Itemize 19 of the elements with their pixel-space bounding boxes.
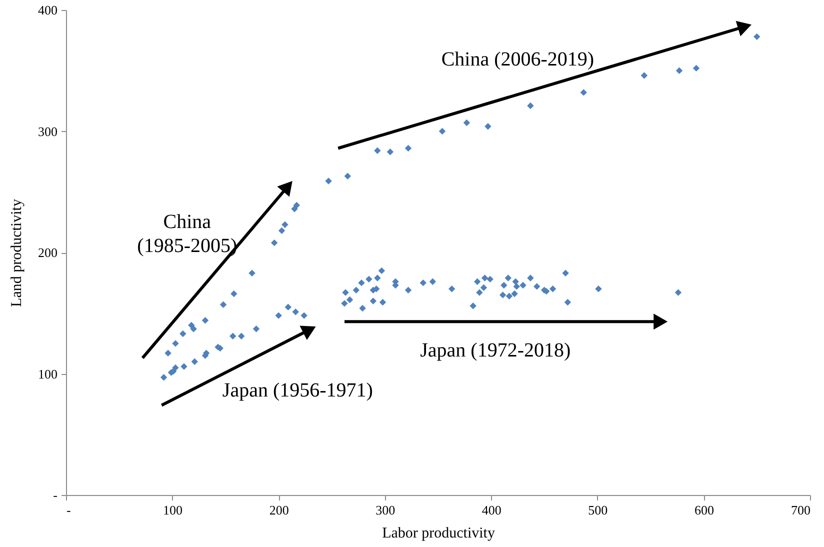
- x-tick-label: 400: [482, 502, 502, 518]
- x-tick-label: 300: [376, 502, 396, 518]
- y-tick-label: 400: [38, 2, 58, 18]
- x-axis-title: Labor productivity: [382, 526, 496, 542]
- annotation: China (2006-2019): [441, 48, 594, 70]
- y-tick-label: -: [53, 488, 58, 502]
- x-tick-label: 600: [694, 502, 714, 518]
- x-tick-label: 500: [588, 502, 608, 518]
- annotation: Japan (1956-1971): [222, 380, 373, 402]
- x-tick-label: 200: [269, 502, 289, 518]
- y-tick-label: 100: [38, 366, 58, 382]
- y-tick-label: 200: [38, 245, 58, 260]
- annotation: Japan (1972-2018): [420, 340, 571, 362]
- y-tick-label: 300: [38, 124, 58, 139]
- x-tick-label: -: [66, 502, 71, 518]
- y-axis-title: Land productivity: [9, 198, 25, 307]
- x-tick-label: 100: [163, 502, 183, 518]
- x-tick-label: 700: [791, 502, 810, 518]
- annotation: China (1985-2005): [137, 211, 238, 258]
